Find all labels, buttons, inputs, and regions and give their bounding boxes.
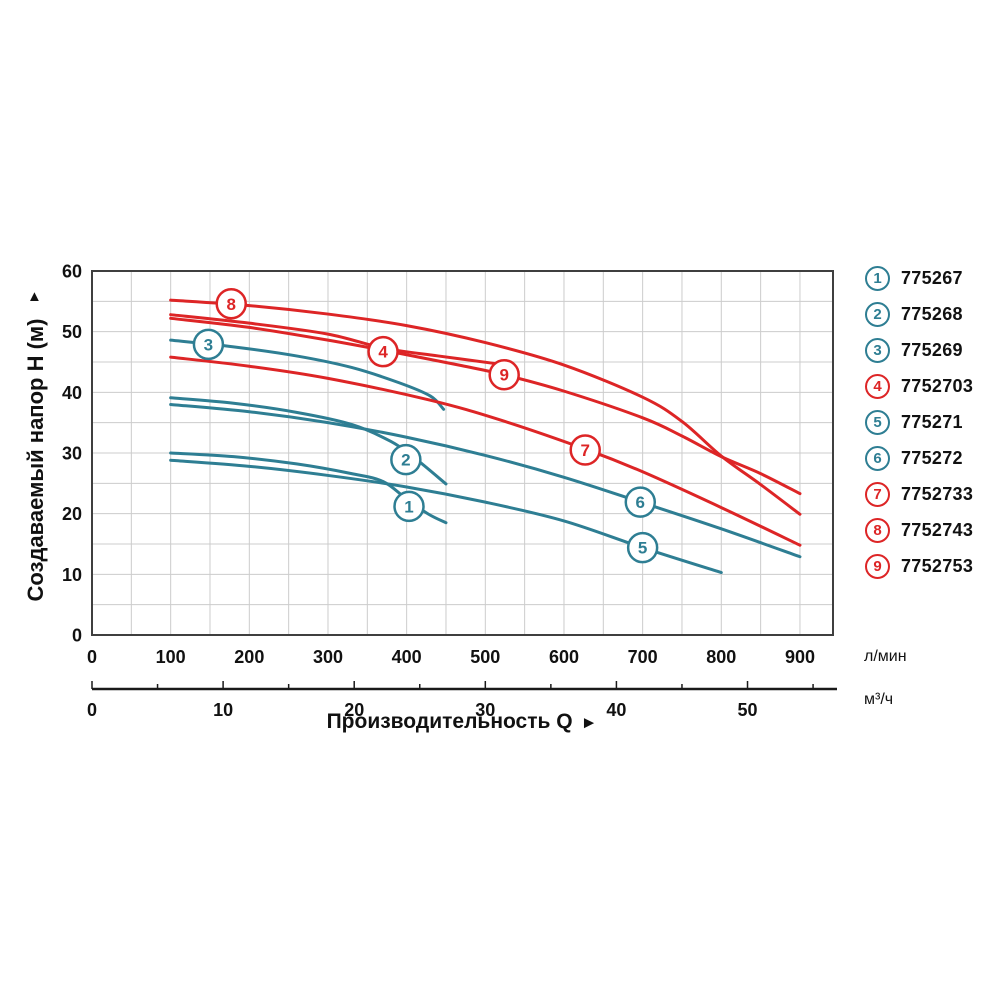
svg-text:20: 20	[62, 504, 82, 524]
svg-text:700: 700	[628, 647, 658, 667]
y-axis-up-arrow-icon: ▲	[27, 288, 42, 305]
y-axis-tick-labels: 0 10 20 30 40 50 60	[62, 262, 82, 646]
svg-text:600: 600	[549, 647, 579, 667]
pump-curve-4	[169, 313, 499, 366]
legend-curve-number-badge: 3	[865, 338, 890, 363]
curve-label-2: 2	[390, 443, 422, 476]
pump-curve-9	[169, 316, 802, 496]
svg-text:40: 40	[62, 383, 82, 403]
svg-text:40: 40	[606, 700, 626, 720]
legend-item-9: 9 7752753	[865, 554, 973, 579]
legend-item-5: 5 775271	[865, 410, 973, 435]
legend-curve-number-badge: 2	[865, 302, 890, 327]
legend-model-number: 775268	[901, 304, 963, 324]
svg-text:500: 500	[470, 647, 500, 667]
curve-label-6: 6	[624, 486, 657, 518]
primary-axis-unit-label: л/мин	[864, 648, 907, 665]
legend-item-3: 3 775269	[865, 338, 973, 363]
svg-text:0: 0	[87, 647, 97, 667]
svg-text:20: 20	[344, 700, 364, 720]
svg-text:4: 4	[378, 343, 388, 362]
legend-model-number: 775269	[901, 340, 963, 360]
svg-text:10: 10	[213, 700, 233, 720]
curve-label-1: 1	[393, 490, 425, 523]
curve-label-3: 3	[192, 328, 225, 361]
legend-curve-number-badge: 4	[865, 374, 890, 399]
svg-text:50: 50	[738, 700, 758, 720]
pump-curves	[169, 298, 802, 575]
legend-model-number: 775267	[901, 268, 963, 288]
legend-model-number: 775272	[901, 448, 963, 468]
legend-curve-number-badge: 7	[865, 482, 890, 507]
svg-text:200: 200	[234, 647, 264, 667]
svg-text:5: 5	[638, 539, 647, 558]
svg-text:0: 0	[72, 626, 82, 646]
pump-curve-7	[169, 355, 802, 547]
svg-text:400: 400	[392, 647, 422, 667]
legend-item-1: 1 775267	[865, 266, 973, 291]
legend-curve-number-badge: 1	[865, 266, 890, 291]
legend-curve-number-badge: 9	[865, 554, 890, 579]
svg-text:2: 2	[401, 451, 410, 470]
legend-item-4: 4 7752703	[865, 374, 973, 399]
legend-item-6: 6 775272	[865, 446, 973, 471]
x-axis-right-arrow-icon: ►	[580, 713, 598, 732]
pump-curve-1	[169, 451, 448, 525]
legend-item-2: 2 775268	[865, 302, 973, 327]
legend-item-8: 8 7752743	[865, 518, 973, 543]
curve-label-4: 4	[367, 335, 399, 368]
secondary-x-tick-labels: 0 10 20 30 40 50	[87, 700, 758, 720]
primary-x-tick-labels: 0 100 200 300 400 500 600 700 800 900	[87, 647, 815, 667]
secondary-axis-unit-label: м³/ч	[864, 691, 894, 708]
legend-curve-number-badge: 8	[865, 518, 890, 543]
pump-curve-3	[169, 338, 446, 411]
legend-model-number: 775271	[901, 412, 963, 432]
svg-text:1: 1	[404, 497, 413, 516]
legend-curve-number-badge: 5	[865, 410, 890, 435]
svg-text:100: 100	[156, 647, 186, 667]
svg-text:8: 8	[226, 295, 235, 314]
svg-text:0: 0	[87, 700, 97, 720]
svg-text:3: 3	[204, 335, 213, 354]
legend-model-number: 7752733	[901, 484, 974, 504]
curve-label-8: 8	[215, 288, 247, 320]
secondary-x-axis	[91, 681, 837, 691]
x-axis-title: Производительность Q ►	[327, 710, 598, 734]
svg-text:60: 60	[62, 262, 82, 282]
curve-label-7: 7	[569, 434, 601, 466]
svg-text:10: 10	[62, 565, 82, 585]
svg-text:800: 800	[706, 647, 736, 667]
svg-text:7: 7	[580, 441, 589, 460]
svg-text:300: 300	[313, 647, 343, 667]
svg-text:50: 50	[62, 322, 82, 342]
y-axis-title: Создаваемый напор H (м)	[23, 318, 48, 602]
x-axis-title-text: Производительность Q	[326, 710, 573, 733]
svg-text:30: 30	[475, 700, 495, 720]
legend: 1 775267 2 775268 3 775269 4 7752703 5 775271 6 775…	[865, 266, 973, 590]
plot-border	[91, 270, 834, 636]
legend-model-number: 7752743	[901, 520, 974, 540]
legend-model-number: 7752703	[901, 376, 974, 396]
pump-curve-6	[169, 402, 802, 559]
svg-text:9: 9	[499, 366, 508, 385]
svg-text:30: 30	[62, 444, 82, 464]
svg-text:6: 6	[636, 493, 645, 512]
svg-text:900: 900	[785, 647, 815, 667]
legend-model-number: 7752753	[901, 556, 974, 576]
curve-label-9: 9	[488, 358, 520, 391]
curve-label-5: 5	[626, 531, 659, 564]
gridlines	[92, 271, 833, 635]
legend-curve-number-badge: 6	[865, 446, 890, 471]
legend-item-7: 7 7752733	[865, 482, 973, 507]
